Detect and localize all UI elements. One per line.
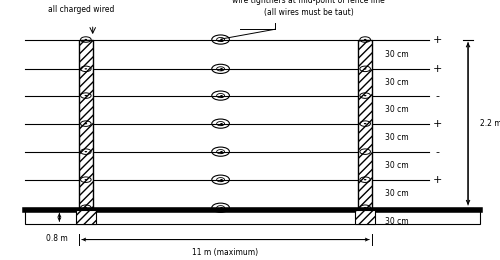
Circle shape bbox=[84, 68, 87, 69]
Text: 30 cm: 30 cm bbox=[385, 105, 408, 114]
Bar bbox=[24, 210, 480, 224]
Text: 11 m (maximum): 11 m (maximum) bbox=[192, 249, 258, 257]
Text: -: - bbox=[435, 147, 439, 157]
Bar bbox=[79, 40, 92, 210]
Circle shape bbox=[364, 39, 366, 40]
Circle shape bbox=[364, 151, 366, 152]
Text: -: - bbox=[435, 90, 439, 101]
Text: +: + bbox=[432, 119, 442, 129]
Text: 30 cm: 30 cm bbox=[385, 217, 408, 226]
Text: 30 cm: 30 cm bbox=[385, 50, 408, 59]
Text: -: - bbox=[435, 203, 439, 213]
Text: use insulators on
all charged wired: use insulators on all charged wired bbox=[48, 0, 114, 14]
Circle shape bbox=[84, 207, 87, 209]
Circle shape bbox=[364, 207, 366, 209]
Circle shape bbox=[84, 151, 87, 152]
Text: +: + bbox=[432, 175, 442, 185]
Circle shape bbox=[364, 179, 366, 180]
Circle shape bbox=[364, 123, 366, 124]
Bar bbox=[76, 210, 96, 224]
Text: +: + bbox=[432, 64, 442, 74]
Text: 30 cm: 30 cm bbox=[385, 78, 408, 87]
Circle shape bbox=[364, 95, 366, 96]
Text: 2.2 m: 2.2 m bbox=[480, 119, 500, 128]
Circle shape bbox=[364, 68, 366, 69]
Text: wire tightners at mid-point of fence line
(all wires must be taut): wire tightners at mid-point of fence lin… bbox=[232, 0, 385, 17]
Bar bbox=[358, 40, 372, 210]
Text: 0.8 m: 0.8 m bbox=[46, 235, 68, 243]
Text: 30 cm: 30 cm bbox=[385, 161, 408, 170]
Text: 30 cm: 30 cm bbox=[385, 133, 408, 142]
Text: 30 cm: 30 cm bbox=[385, 189, 408, 198]
Text: +: + bbox=[432, 35, 442, 44]
Circle shape bbox=[84, 179, 87, 180]
Circle shape bbox=[84, 39, 87, 40]
Circle shape bbox=[84, 123, 87, 124]
Circle shape bbox=[84, 95, 87, 96]
Bar bbox=[356, 210, 375, 224]
